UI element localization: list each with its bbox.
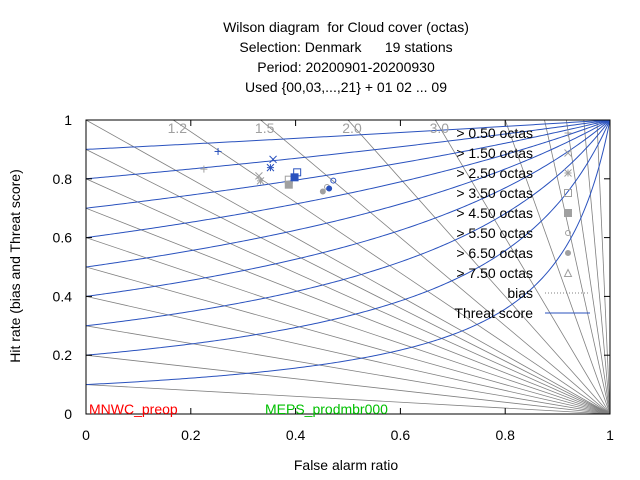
legend-symbol [565,230,571,236]
legend-label: > 1.50 octas [456,145,533,161]
data-point [284,180,293,189]
bias-line [86,207,610,414]
title-line: Used {00,03,...,21} + 01 02 ... 09 [245,79,447,95]
title-line: Wilson diagram for Cloud cover (octas) [223,19,469,35]
bias-lines [86,120,610,414]
threat-score-curve [86,120,610,150]
bias-label: 1.2 [168,120,188,136]
plot-area: 1.2 1.5 2.0 3.0 [85,119,611,415]
y-tick-label: 0 [64,406,72,422]
data-point [214,147,222,155]
x-tick-label: 0.4 [286,427,306,443]
legend-label: > 2.50 octas [456,165,533,181]
threat-score-curves [86,120,610,386]
threat-score-curve [86,120,610,239]
bias-line [86,178,610,414]
bias-line [583,120,610,414]
legend-symbol [564,189,572,197]
title-line: Period: 20200901-20200930 [257,59,435,75]
threat-score-curve [86,120,610,356]
x-axis-label: False alarm ratio [294,457,398,473]
bias-line [86,149,610,414]
bias-line [86,384,610,414]
legend-symbol [565,250,571,256]
x-tick-label: 0.8 [495,427,515,443]
x-tick-label: 1 [606,427,614,443]
model-label-meps: MEPS_prodmbr000 [265,401,388,417]
data-point [256,177,265,185]
y-tick-label: 0.4 [53,288,73,304]
legend-label: > 7.50 octas [456,265,533,281]
data-point [290,173,299,182]
legend-symbol [564,169,572,177]
bias-line [86,266,610,414]
threat-score-curve [86,120,610,327]
axis-ticks: 0 0.2 0.4 0.6 0.8 1 0 0.2 0.4 0.6 0.8 1 [53,112,615,443]
y-tick-label: 1 [64,112,72,128]
threat-score-curve [86,120,610,180]
model-label-mnwc: MNWC_preop [89,401,178,417]
bias-line [504,120,610,414]
bias-line [86,120,610,414]
bias-line [565,120,610,414]
data-point [319,188,326,195]
legend-label: > 5.50 octas [456,225,533,241]
bias-label: 2.0 [342,120,362,136]
x-tick-label: 0.6 [391,427,411,443]
legend-symbol [564,129,572,137]
threat-score-curve [86,120,610,297]
bias-label: 3.0 [430,120,450,136]
plot-frame [85,119,611,415]
threat-score-curve [86,120,610,386]
data-point [266,163,275,172]
bias-label: 1.5 [255,120,275,136]
bias-line [260,120,610,414]
chart-title: Wilson diagram for Cloud cover (octas) Se… [223,19,469,95]
title-line: Selection: Denmark 19 stations [239,39,452,55]
data-point [326,185,333,192]
y-tick-label: 0.8 [53,171,73,187]
legend-label: Threat score [454,305,533,321]
legend-label: > 3.50 octas [456,185,533,201]
threat-score-curve [86,120,610,209]
legend-symbol [564,209,572,217]
data-point [200,165,208,173]
bias-line [86,237,610,414]
y-tick-label: 0.2 [53,347,73,363]
data-point [255,172,263,180]
threat-score-curve [86,120,610,268]
legend-label: > 0.50 octas [456,125,533,141]
bias-line [544,120,610,414]
legend-symbol [563,268,573,277]
legend-label: > 4.50 octas [456,205,533,221]
x-tick-label: 0 [82,427,90,443]
bias-line [86,325,610,414]
x-tick-label: 0.2 [181,427,201,443]
data-point [269,155,277,164]
bias-line [173,120,610,414]
y-tick-label: 0.6 [53,230,73,246]
data-points [200,147,337,195]
legend: > 0.50 octas > 1.50 octas > 2.50 octas > 3.… [454,125,590,321]
legend-label: > 6.50 octas [456,245,533,261]
legend-label: bias [507,285,533,301]
data-point [330,177,337,184]
bias-line [86,296,610,414]
legend-symbol [564,149,572,157]
y-axis-label: Hit rate (bias and Threat score) [7,169,23,363]
bias-line [596,120,610,414]
bias-line [434,120,610,414]
bias-line [86,354,610,414]
